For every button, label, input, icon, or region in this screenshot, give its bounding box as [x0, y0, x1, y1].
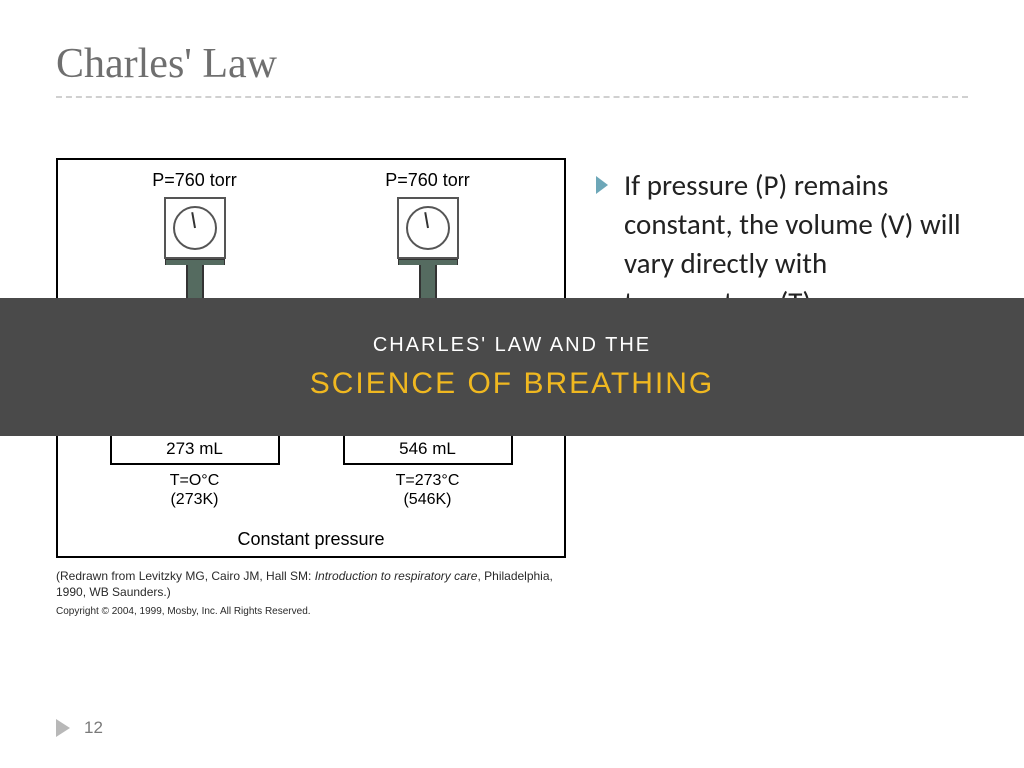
overlay-line2: SCIENCE OF BREATHING	[310, 367, 714, 401]
pressure-label-left: P=760 torr	[152, 170, 237, 191]
citation-prefix: (Redrawn from Levitzky MG, Cairo JM, Hal…	[56, 569, 315, 583]
slide-title: Charles' Law	[56, 40, 968, 88]
title-divider	[56, 96, 968, 98]
overlay-line1: CHARLES' LAW AND THE	[373, 334, 651, 357]
citation-text: (Redrawn from Levitzky MG, Cairo JM, Hal…	[56, 568, 566, 600]
temp-line1-left: T=O°C	[170, 472, 220, 489]
gauge-dial-left	[173, 206, 217, 250]
temp-label-right: T=273°C (546K)	[396, 471, 460, 509]
temp-line1-right: T=273°C	[396, 472, 460, 489]
constant-pressure-label: Constant pressure	[58, 529, 564, 550]
copyright-text: Copyright © 2004, 1999, Mosby, Inc. All …	[56, 606, 566, 617]
gauge-needle-icon	[191, 212, 196, 228]
bullet-marker-icon	[596, 176, 610, 194]
page-number: 12	[84, 718, 103, 738]
gauge-box-left	[164, 197, 226, 259]
temp-label-left: T=O°C (273K)	[170, 471, 220, 509]
citation-book-title: Introduction to respiratory care	[315, 569, 478, 583]
page-number-area: 12	[56, 718, 103, 738]
gauge-box-right	[397, 197, 459, 259]
page-chevron-icon	[56, 719, 74, 737]
temp-line2-right: (546K)	[403, 491, 451, 508]
overlay-band: CHARLES' LAW AND THE SCIENCE OF BREATHIN…	[0, 298, 1024, 436]
volume-label-left: 273 mL	[112, 434, 278, 463]
gauge-dial-right	[406, 206, 450, 250]
volume-label-right: 546 mL	[345, 434, 511, 463]
pressure-label-right: P=760 torr	[385, 170, 470, 191]
gauge-needle-icon	[424, 212, 429, 228]
temp-line2-left: (273K)	[170, 491, 218, 508]
